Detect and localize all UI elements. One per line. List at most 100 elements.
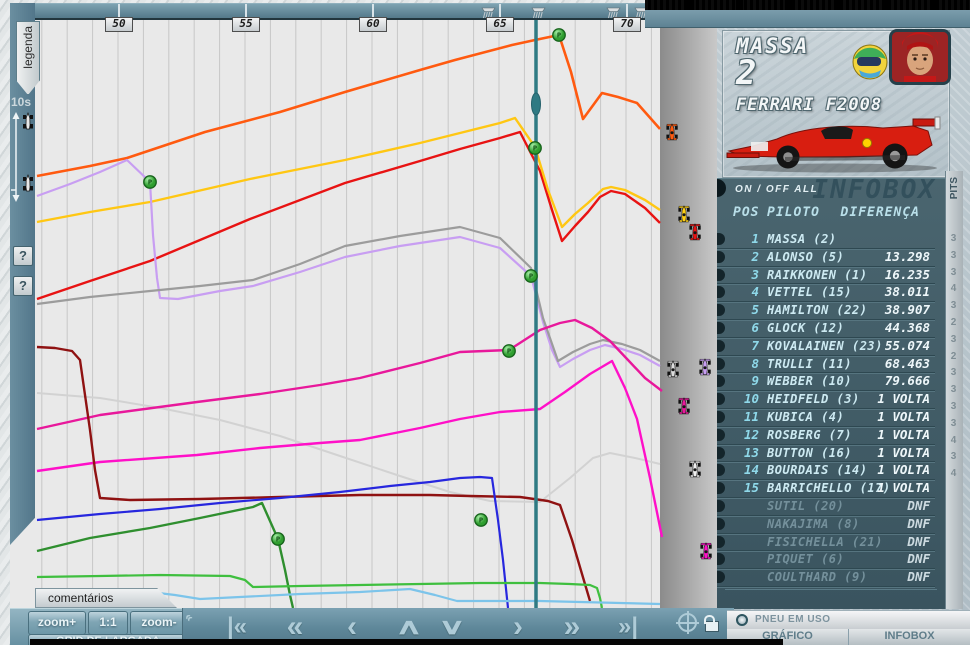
car-position-icon[interactable] (678, 206, 689, 222)
row-bullet-icon[interactable] (717, 358, 725, 370)
row-driver-name: PIQUET (6) (767, 551, 844, 568)
standings-row[interactable]: 6 GLOCK (12) 44.368 (717, 320, 935, 338)
standings-row[interactable]: 7 KOVALAINEN (23) 55.074 (717, 338, 935, 356)
row-gap: 44.368 (885, 320, 930, 336)
car-position-icon[interactable] (678, 398, 689, 414)
row-gap: DNF (907, 516, 930, 532)
row-bullet-icon[interactable] (717, 429, 725, 441)
standings-row[interactable]: COULTHARD (9) DNF (717, 569, 935, 587)
standings-row[interactable]: 1 MASSA (2) (717, 231, 935, 249)
row-driver-name: COULTHARD (9) (767, 569, 867, 586)
comments-tab[interactable]: comentários (35, 588, 177, 608)
row-gap: 38.907 (885, 302, 930, 318)
driver-number: 2 (736, 53, 758, 93)
row-gap: DNF (907, 551, 930, 567)
standings-row[interactable]: PIQUET (6) DNF (717, 551, 935, 569)
row-position: 7 (731, 338, 759, 354)
lap-tick (499, 4, 501, 18)
scale-arrow-widget[interactable] (9, 110, 37, 205)
svg-text:P: P (148, 179, 152, 187)
legend-tab[interactable]: legenda (16, 21, 40, 95)
help-button-1[interactable]: ? (13, 246, 33, 266)
car-position-icon[interactable] (666, 124, 677, 140)
standings-row[interactable]: 13 BUTTON (16) 1 VOLTA (717, 445, 935, 463)
pit-stop-marker[interactable]: P (503, 345, 515, 357)
row-bullet-icon[interactable] (717, 571, 725, 583)
svg-text:P: P (529, 273, 533, 281)
row-bullet-icon[interactable] (717, 411, 725, 423)
standings-row[interactable]: 10 HEIDFELD (3) 1 VOLTA (717, 391, 935, 409)
standings-row[interactable]: 5 HAMILTON (22) 38.907 (717, 302, 935, 320)
car-position-icon[interactable] (700, 543, 711, 559)
time-cursor-handle[interactable] (532, 93, 541, 115)
center-target-icon[interactable] (678, 613, 697, 632)
row-driver-name: BOURDAIS (14) (767, 462, 867, 479)
pit-stop-marker[interactable]: P (525, 270, 537, 282)
pit-stop-marker[interactable]: P (553, 29, 565, 41)
standings-row[interactable]: FISICHELLA (21) DNF (717, 534, 935, 552)
lap-number-label: 50 (105, 17, 133, 32)
pit-stop-marker[interactable]: P (144, 176, 156, 188)
lap-tick (626, 4, 628, 18)
row-gap: 1 VOLTA (877, 462, 930, 478)
standings-row[interactable]: 4 VETTEL (15) 38.011 (717, 284, 935, 302)
standings-row[interactable]: 12 ROSBERG (7) 1 VOLTA (717, 427, 935, 445)
row-position: 6 (731, 320, 759, 336)
row-bullet-icon[interactable] (717, 500, 725, 512)
standings-row[interactable]: NAKAJIMA (8) DNF (717, 516, 935, 534)
row-driver-name: ALONSO (5) (767, 249, 844, 266)
tab-infobox[interactable]: INFOBOX (848, 629, 970, 645)
row-bullet-icon[interactable] (717, 536, 725, 548)
row-driver-name: MASSA (2) (767, 231, 837, 248)
car-position-icon[interactable] (689, 224, 700, 240)
lock-icon[interactable] (705, 621, 719, 632)
row-bullet-icon[interactable] (717, 447, 725, 459)
standings-row[interactable]: 8 TRULLI (11) 68.463 (717, 356, 935, 374)
standings-row[interactable]: 9 WEBBER (10) 79.666 (717, 373, 935, 391)
row-pit-count: 3 (946, 233, 961, 244)
standings-row[interactable]: 2 ALONSO (5) 13.298 (717, 249, 935, 267)
one-to-one-button[interactable]: 1:1 (88, 611, 128, 635)
row-gap: 1 VOLTA (877, 445, 930, 461)
row-bullet-icon[interactable] (717, 233, 725, 245)
row-bullet-icon[interactable] (717, 322, 725, 334)
row-bullet-icon[interactable] (717, 375, 725, 387)
car-position-icon[interactable] (667, 361, 678, 377)
row-pit-count: 3 (946, 250, 961, 261)
zoom-out-button[interactable]: zoom- (130, 611, 188, 635)
standings-row[interactable]: 15 BARRICHELLO (17) 1 VOLTA (717, 480, 935, 498)
row-bullet-icon[interactable] (717, 553, 725, 565)
pit-stop-marker[interactable]: P (475, 514, 487, 526)
standings-row[interactable]: 11 KUBICA (4) 1 VOLTA (717, 409, 935, 427)
lap-number-label: 65 (486, 17, 514, 32)
car-position-icon[interactable] (699, 359, 710, 375)
row-bullet-icon[interactable] (717, 269, 725, 281)
row-driver-name: BUTTON (16) (767, 445, 852, 462)
zoom-in-button[interactable]: zoom+ (28, 611, 86, 635)
race-trace-chart[interactable]: P P P P P P P (10, 17, 717, 608)
row-bullet-icon[interactable] (717, 304, 725, 316)
row-bullet-icon[interactable] (717, 286, 725, 298)
row-bullet-icon[interactable] (717, 464, 725, 476)
row-bullet-icon[interactable] (717, 518, 725, 530)
row-bullet-icon[interactable] (717, 251, 725, 263)
car-position-icon[interactable] (689, 461, 700, 477)
pits-tab-label[interactable]: PITS (949, 177, 960, 199)
rain-icon (531, 6, 546, 18)
row-driver-name: SUTIL (20) (767, 498, 844, 515)
panel-top-bar (645, 10, 970, 28)
infobox-collapse-handle[interactable] (717, 179, 726, 197)
header-pos: POS (733, 205, 759, 220)
pit-stop-marker[interactable]: P (529, 142, 541, 154)
help-button-2[interactable]: ? (13, 276, 33, 296)
lap-number-label: 60 (359, 17, 387, 32)
row-bullet-icon[interactable] (717, 393, 725, 405)
standings-row[interactable]: 3 RAIKKONEN (1) 16.235 (717, 267, 935, 285)
pit-stop-marker[interactable]: P (272, 533, 284, 545)
standings-row[interactable]: 14 BOURDAIS (14) 1 VOLTA (717, 462, 935, 480)
on-off-all-toggle[interactable]: ON / OFF ALL (735, 184, 818, 195)
row-bullet-icon[interactable] (717, 340, 725, 352)
row-bullet-icon[interactable] (717, 482, 725, 494)
row-pit-count: 4 (946, 283, 961, 294)
standings-row[interactable]: SUTIL (20) DNF (717, 498, 935, 516)
